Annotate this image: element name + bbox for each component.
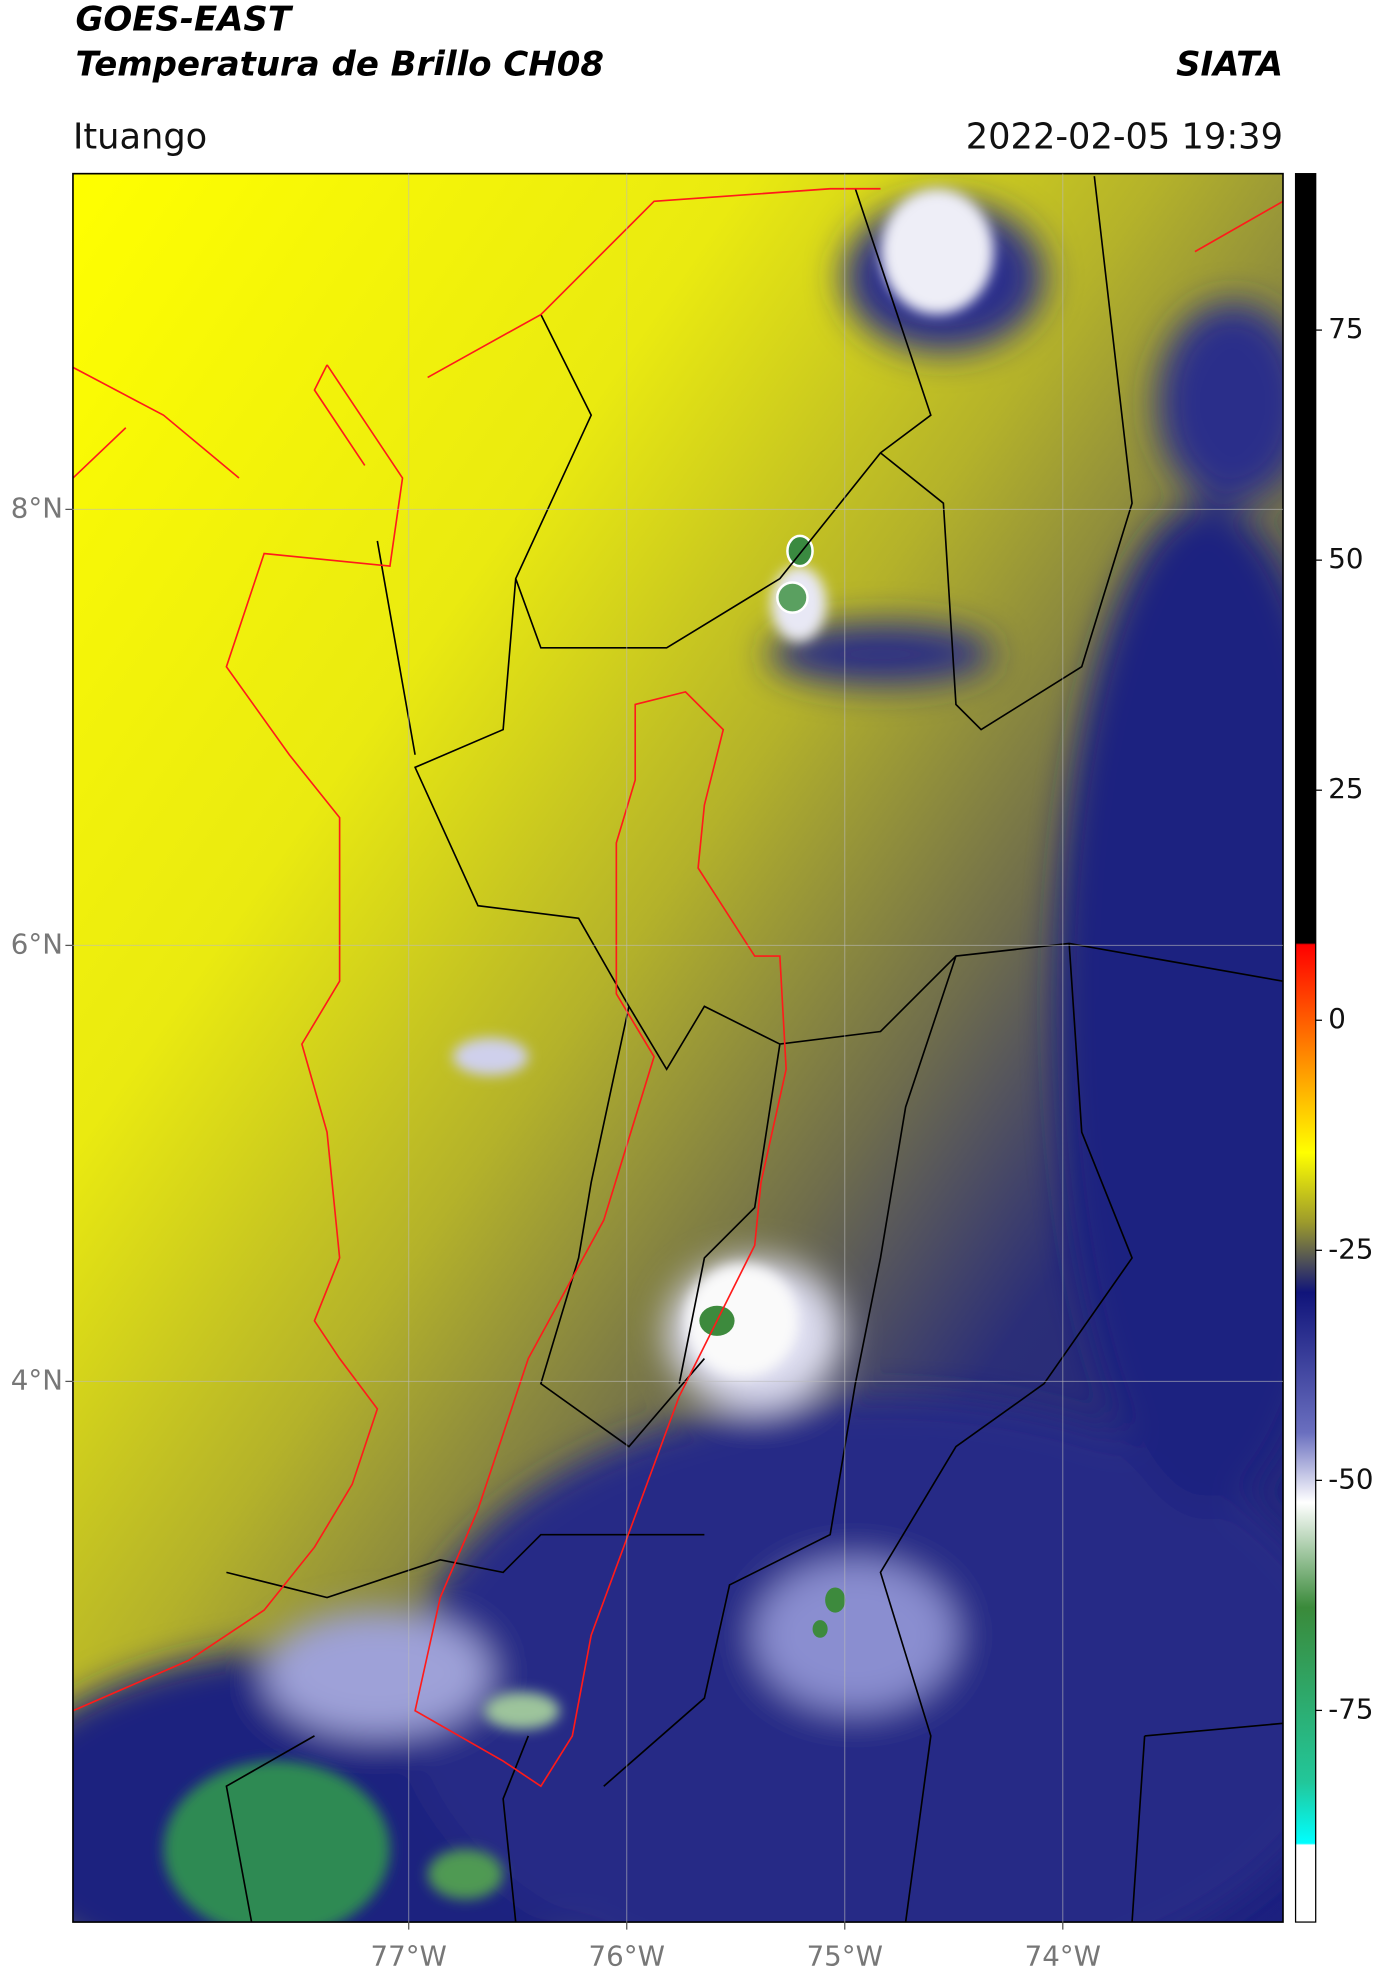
x-tick-label: 77°W (371, 1939, 447, 1972)
colorbar-tick-label: 0 (1328, 1002, 1346, 1035)
x-tick-label: 75°W (807, 1939, 883, 1972)
colorbar-tick-label: -25 (1328, 1232, 1373, 1265)
colorbar-tick-label: 75 (1328, 312, 1363, 345)
y-tick-label: 6°N (11, 927, 63, 960)
map-area (72, 173, 1283, 1923)
x-tick-label: 74°W (1025, 1939, 1101, 1972)
colorbar-tick-label: -50 (1328, 1462, 1373, 1495)
subtitle: Temperatura de Brillo CH08 (75, 45, 603, 85)
y-tick-label: 4°N (11, 1363, 63, 1396)
colorbar-tick-label: 25 (1328, 772, 1363, 805)
colorbar-tick-label: -75 (1328, 1692, 1373, 1725)
region: Ituango (73, 117, 207, 158)
colorbar (1294, 173, 1317, 1923)
axis-ticks: 77°W 76°W 75°W 74°W 4°N 6°N 8°N -75 -50 -25 0 25 50 7… (11, 173, 1373, 1972)
y-tick-label: 8°N (11, 491, 63, 524)
source: SIATA (1176, 45, 1283, 85)
x-tick-label: 76°W (589, 1939, 665, 1972)
timestamp: 2022-02-05 19:39 (966, 117, 1283, 158)
colorbar-tick-label: 50 (1328, 542, 1363, 575)
map-frame (72, 172, 1284, 1923)
title: GOES-EAST (75, 0, 293, 39)
